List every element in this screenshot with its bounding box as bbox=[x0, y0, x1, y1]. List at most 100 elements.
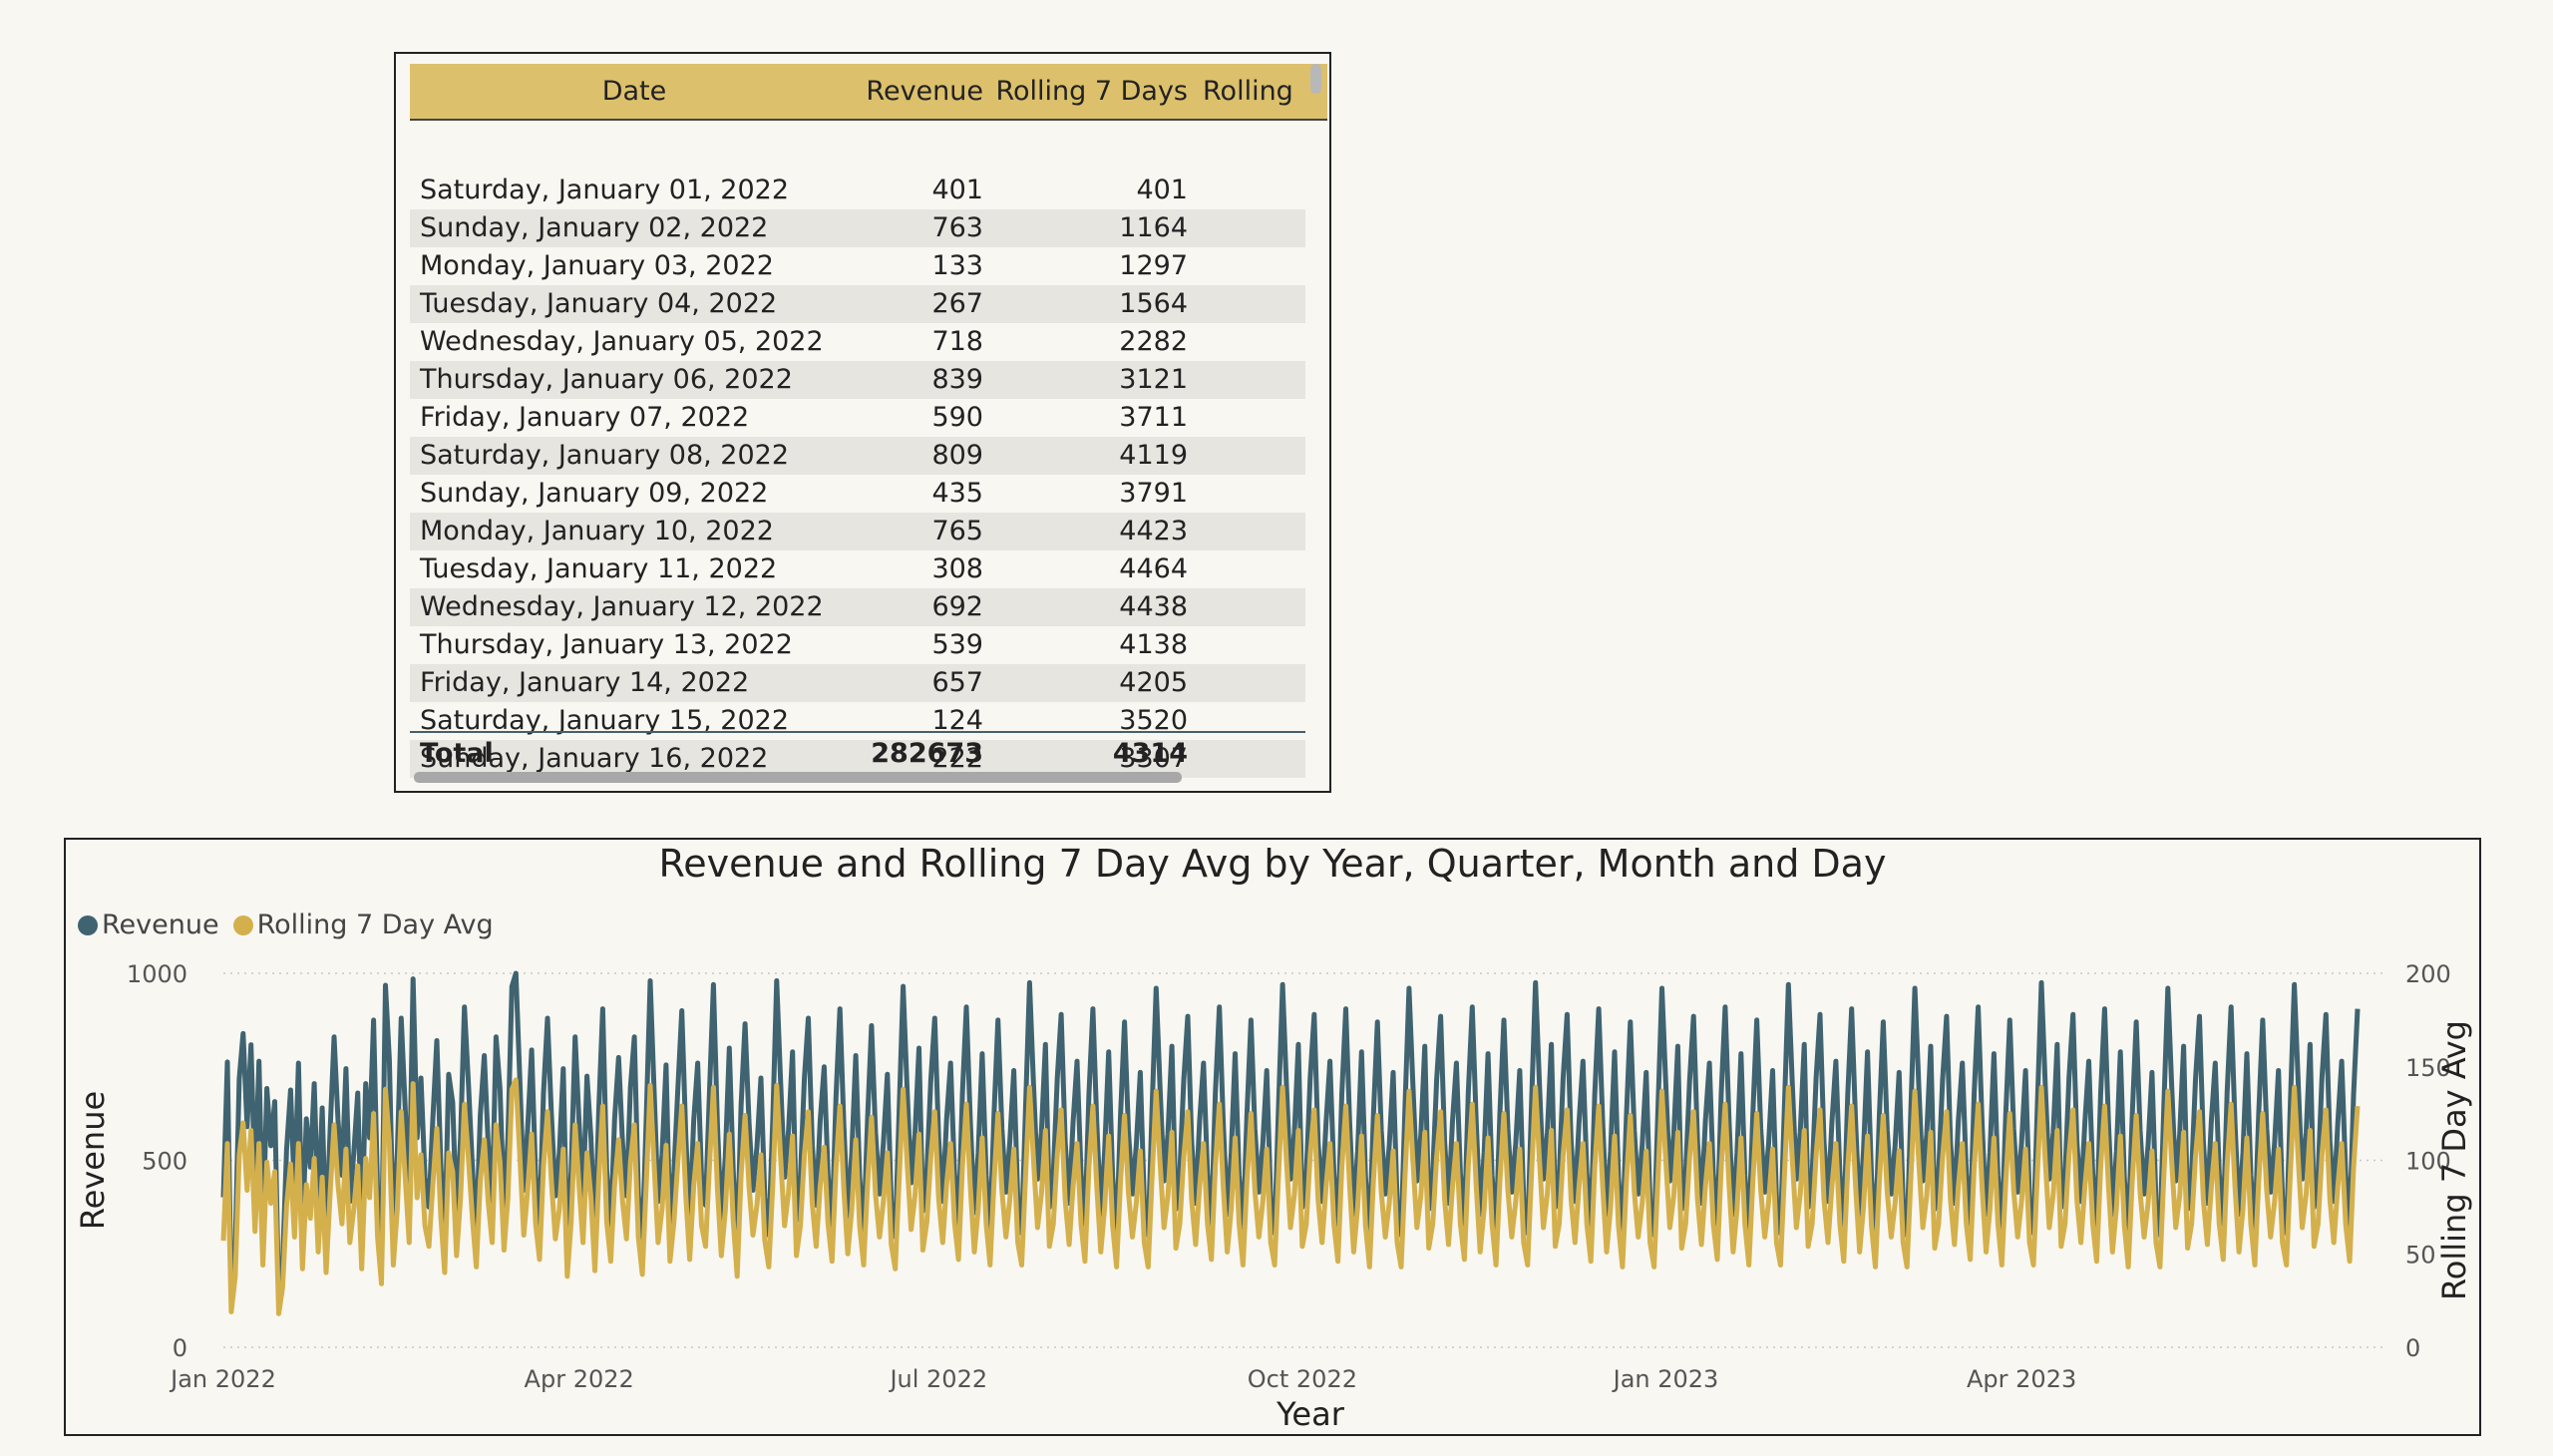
cell-date: Monday, January 10, 2022 bbox=[420, 516, 774, 546]
table-row[interactable]: Monday, January 10, 2022 765 4423 bbox=[410, 513, 1305, 550]
table-row[interactable]: Tuesday, January 04, 2022 267 1564 bbox=[410, 285, 1305, 323]
cell-revenue: 222 bbox=[931, 743, 983, 774]
y2-tick-label: 200 bbox=[2405, 960, 2451, 988]
x-tick-label: Oct 2022 bbox=[1248, 1365, 1357, 1393]
y-tick-label: 1000 bbox=[127, 960, 187, 988]
table-row[interactable]: Wednesday, January 12, 2022 692 4438 bbox=[410, 588, 1305, 626]
x-axis-label: Year bbox=[1276, 1395, 1345, 1433]
y2-axis-label: Rolling 7 Day Avg bbox=[2435, 1020, 2473, 1300]
cell-rolling: 3121 bbox=[1119, 364, 1188, 395]
cell-rolling: 1164 bbox=[1119, 212, 1188, 243]
legend-label-revenue: Revenue bbox=[102, 910, 219, 940]
cell-rolling: 4438 bbox=[1119, 591, 1188, 622]
table-row[interactable]: Thursday, January 13, 2022 539 4138 bbox=[410, 626, 1305, 664]
cell-date: Saturday, January 08, 2022 bbox=[420, 440, 790, 471]
table-visual: Date Revenue Rolling 7 Days Rolling Satu… bbox=[394, 52, 1331, 793]
table-row[interactable]: Wednesday, January 05, 2022 718 2282 bbox=[410, 323, 1305, 361]
table-header: Date Revenue Rolling 7 Days Rolling bbox=[410, 64, 1327, 121]
y-tick-label: 0 bbox=[173, 1334, 187, 1362]
total-revenue: 282673 bbox=[871, 738, 983, 769]
chart-visual: Revenue and Rolling 7 Day Avg by Year, Q… bbox=[64, 838, 2481, 1436]
y2-tick-label: 0 bbox=[2405, 1334, 2420, 1362]
cell-revenue: 809 bbox=[931, 440, 983, 471]
series-line-rolling-7-day-avg bbox=[220, 1077, 2361, 1316]
y2-tick-label: 50 bbox=[2405, 1241, 2436, 1269]
legend-dot-revenue bbox=[78, 914, 98, 935]
cell-revenue: 763 bbox=[931, 212, 983, 243]
cell-date: Wednesday, January 12, 2022 bbox=[420, 591, 824, 622]
cell-rolling: 4138 bbox=[1119, 629, 1188, 660]
total-label: Total bbox=[420, 738, 494, 769]
table-body: Saturday, January 01, 2022 401 401 Sunday, … bbox=[410, 172, 1305, 778]
cell-date: Friday, January 14, 2022 bbox=[420, 667, 750, 698]
table-row[interactable]: Sunday, January 09, 2022 435 3791 bbox=[410, 475, 1305, 513]
table-row[interactable]: Friday, January 07, 2022 590 3711 bbox=[410, 399, 1305, 437]
x-tick-label: Jan 2023 bbox=[1612, 1365, 1719, 1393]
cell-rolling: 1564 bbox=[1119, 288, 1188, 319]
y-tick-label: 500 bbox=[142, 1148, 187, 1176]
cell-rolling: 2282 bbox=[1119, 326, 1188, 357]
y-axis-label: Revenue bbox=[74, 1091, 112, 1230]
chart-plot: 0 500 1000 0 50 100 150 200 Jan 2022 Apr 2022 Jul … bbox=[74, 960, 2473, 1433]
cell-rolling: 4205 bbox=[1119, 667, 1188, 698]
y2-tick-label: 150 bbox=[2405, 1054, 2451, 1082]
legend-item-rolling[interactable]: Rolling 7 Day Avg bbox=[232, 910, 494, 940]
table-row[interactable]: Sunday, January 02, 2022 763 1164 bbox=[410, 209, 1305, 247]
table-row[interactable]: Saturday, January 08, 2022 809 4119 bbox=[410, 437, 1305, 475]
horizontal-scrollbar[interactable] bbox=[414, 772, 1182, 783]
cell-date: Tuesday, January 04, 2022 bbox=[420, 288, 778, 319]
total-row: Total 282673 4314 bbox=[410, 731, 1305, 773]
table-row[interactable]: Tuesday, January 11, 2022 308 4464 bbox=[410, 550, 1305, 588]
cell-date: Wednesday, January 05, 2022 bbox=[420, 326, 824, 357]
cell-revenue: 124 bbox=[931, 705, 983, 736]
column-header-revenue[interactable]: Revenue bbox=[866, 76, 983, 107]
cell-rolling: 3520 bbox=[1119, 705, 1188, 736]
cell-date: Thursday, January 13, 2022 bbox=[420, 629, 793, 660]
table-row[interactable]: Saturday, January 15, 2022 124 3520 bbox=[410, 702, 1305, 740]
table-row[interactable]: Monday, January 03, 2022 133 1297 bbox=[410, 247, 1305, 285]
cell-revenue: 765 bbox=[931, 516, 983, 546]
x-tick-label: Jan 2022 bbox=[169, 1365, 276, 1393]
table-row[interactable]: Saturday, January 01, 2022 401 401 bbox=[410, 172, 1305, 209]
cell-revenue: 267 bbox=[931, 288, 983, 319]
cell-date: Monday, January 03, 2022 bbox=[420, 250, 774, 281]
cell-revenue: 692 bbox=[931, 591, 983, 622]
cell-date: Saturday, January 15, 2022 bbox=[420, 705, 790, 736]
vertical-scrollbar[interactable] bbox=[1310, 64, 1321, 94]
cell-revenue: 718 bbox=[931, 326, 983, 357]
column-header-rolling[interactable]: Rolling bbox=[1203, 76, 1293, 107]
legend-label-rolling: Rolling 7 Day Avg bbox=[256, 910, 494, 940]
x-tick-label: Apr 2022 bbox=[525, 1365, 634, 1393]
chart-legend: Revenue Rolling 7 Day Avg bbox=[78, 910, 508, 940]
cell-date: Thursday, January 06, 2022 bbox=[420, 364, 793, 395]
x-tick-label: Jul 2022 bbox=[888, 1365, 987, 1393]
cell-rolling: 401 bbox=[1136, 175, 1188, 205]
total-rolling: 4314 bbox=[1112, 738, 1188, 769]
cell-date: Friday, January 07, 2022 bbox=[420, 402, 750, 433]
cell-rolling: 4119 bbox=[1119, 440, 1188, 471]
cell-date: Sunday, January 09, 2022 bbox=[420, 478, 769, 509]
table-row[interactable]: Friday, January 14, 2022 657 4205 bbox=[410, 664, 1305, 702]
chart-title: Revenue and Rolling 7 Day Avg by Year, Q… bbox=[658, 842, 1887, 886]
cell-rolling: 1297 bbox=[1119, 250, 1188, 281]
cell-date: Sunday, January 16, 2022 bbox=[420, 743, 769, 774]
cell-date: Saturday, January 01, 2022 bbox=[420, 175, 790, 205]
cell-date: Tuesday, January 11, 2022 bbox=[420, 553, 778, 584]
cell-revenue: 590 bbox=[931, 402, 983, 433]
cell-revenue: 435 bbox=[931, 478, 983, 509]
cell-rolling: 4464 bbox=[1119, 553, 1188, 584]
y2-tick-label: 100 bbox=[2405, 1148, 2451, 1176]
cell-revenue: 839 bbox=[931, 364, 983, 395]
table-row[interactable]: Thursday, January 06, 2022 839 3121 bbox=[410, 361, 1305, 399]
cell-rolling: 3711 bbox=[1119, 402, 1188, 433]
legend-item-revenue[interactable]: Revenue bbox=[78, 910, 219, 940]
cell-rolling: 3307 bbox=[1119, 743, 1188, 774]
cell-revenue: 308 bbox=[931, 553, 983, 584]
column-header-date[interactable]: Date bbox=[601, 76, 667, 107]
table-row[interactable]: Sunday, January 16, 2022 222 3307 bbox=[410, 740, 1305, 778]
cell-revenue: 133 bbox=[931, 250, 983, 281]
cell-revenue: 657 bbox=[931, 667, 983, 698]
column-header-rolling-7-days[interactable]: Rolling 7 Days bbox=[995, 76, 1188, 107]
legend-dot-rolling bbox=[232, 914, 253, 935]
cell-revenue: 401 bbox=[931, 175, 983, 205]
